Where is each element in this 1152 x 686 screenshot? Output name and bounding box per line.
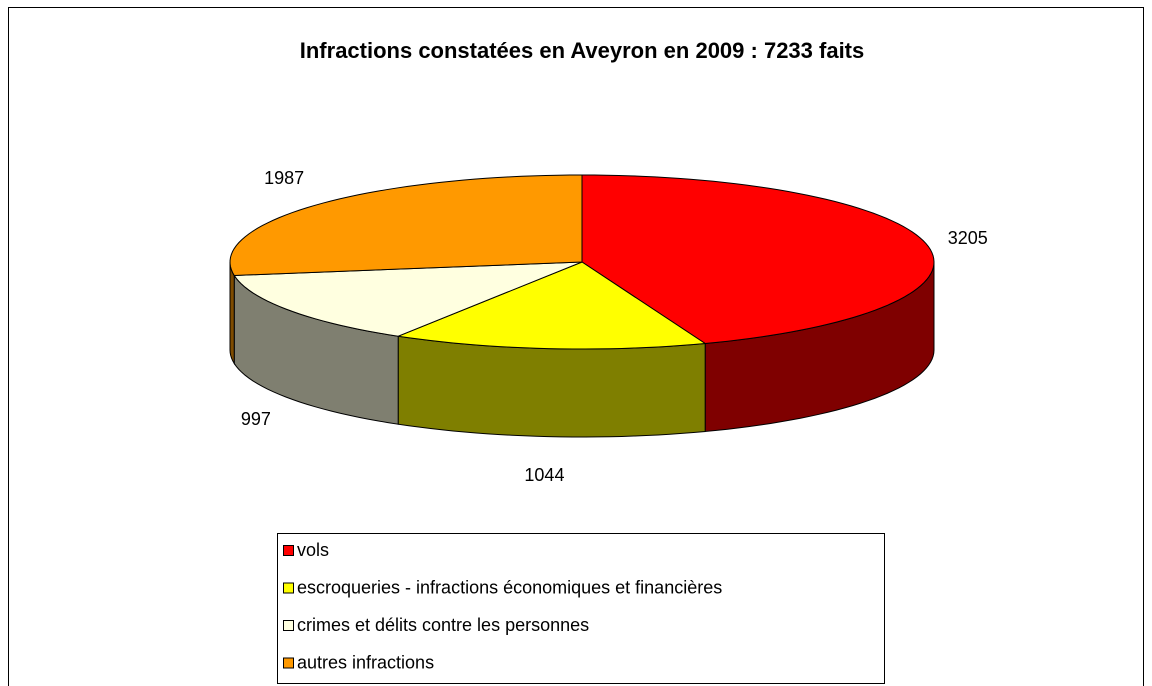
value-label: 1987 [264,168,304,188]
pie-slice [581,174,935,345]
pie-slice [396,261,707,350]
legend-label: autres infractions [297,652,434,672]
value-label: 997 [241,409,271,429]
legend [277,533,885,684]
pie-slice [233,261,583,337]
pie-side [397,335,706,438]
legend-swatch [283,620,294,631]
value-label: 3205 [948,228,988,248]
legend-label: vols [297,540,329,560]
chart-title: Infractions constatées en Aveyron en 200… [300,38,865,63]
legend-label: crimes et délits contre les personnes [297,615,589,635]
legend-swatch [283,657,294,669]
legend-swatch [283,545,294,556]
legend-swatch [283,582,294,594]
pie-side [229,261,235,366]
pie-slice [229,174,583,276]
value-label: 1044 [524,465,564,485]
legend-label: escroqueries - infractions économiques e… [297,577,722,597]
